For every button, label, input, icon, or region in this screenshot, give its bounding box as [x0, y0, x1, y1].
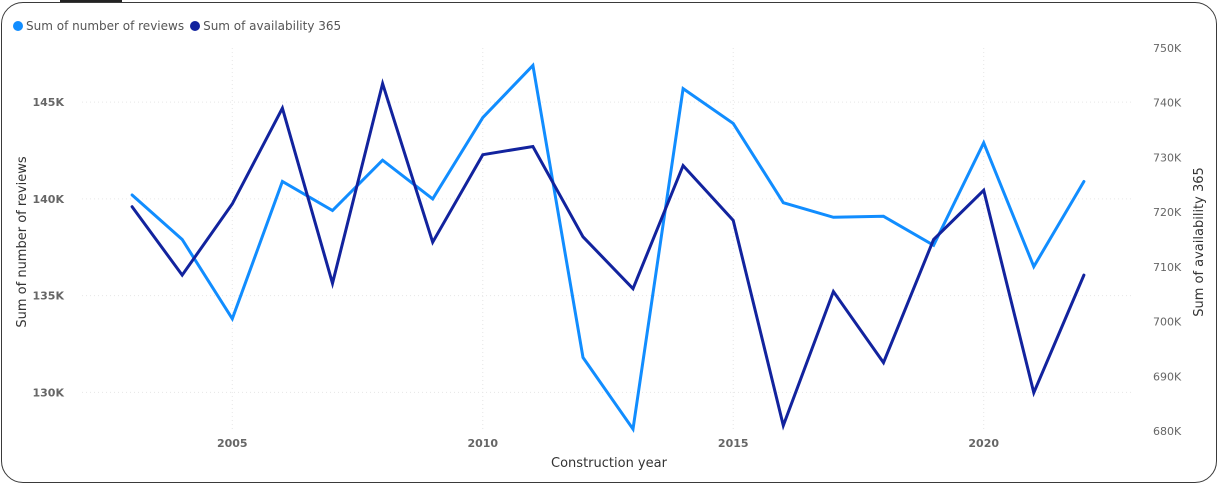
- y-right-tick-label-4: 720K: [1153, 206, 1182, 219]
- data-point-availability-2014: [681, 164, 685, 168]
- data-point-reviews-2022: [1082, 179, 1086, 183]
- series-lines: [130, 62, 1086, 434]
- data-point-availability-2008: [381, 82, 385, 86]
- x-tick-label-0: 2005: [217, 437, 248, 450]
- legend-label-availability: Sum of availability 365: [203, 19, 342, 33]
- data-point-reviews-2015: [731, 121, 735, 125]
- series-line-availability: [130, 78, 1086, 431]
- x-tick-label-1: 2010: [467, 437, 498, 450]
- legend-dot-reviews: [13, 21, 23, 31]
- data-point-availability-2011: [531, 144, 535, 148]
- data-point-reviews-2020: [982, 141, 986, 145]
- data-point-availability-2012: [581, 235, 585, 239]
- y-left-tick-label-3: 145K: [33, 96, 65, 109]
- data-point-availability-2021: [1032, 391, 1036, 395]
- x-tick-label-3: 2020: [968, 437, 999, 450]
- y-right-tick-label-7: 750K: [1153, 42, 1182, 55]
- x-axis-title: Construction year: [551, 456, 668, 471]
- data-point-reviews-2017: [831, 215, 835, 219]
- data-point-availability-2004: [180, 273, 184, 277]
- data-point-reviews-2011: [531, 63, 535, 67]
- data-point-availability-2003: [130, 205, 134, 209]
- data-point-availability-2020: [982, 188, 986, 192]
- data-point-availability-2018: [882, 361, 886, 365]
- data-point-availability-2019: [932, 238, 936, 242]
- data-point-availability-2016: [781, 424, 785, 428]
- data-point-reviews-2004: [180, 238, 184, 242]
- data-point-reviews-2014: [681, 87, 685, 91]
- legend-item-reviews[interactable]: Sum of number of reviews: [13, 19, 184, 33]
- series-line-reviews: [130, 62, 1086, 434]
- data-point-reviews-2012: [581, 355, 585, 359]
- data-point-reviews-2010: [481, 116, 485, 120]
- legend-dot-availability: [190, 21, 201, 31]
- axes: 130K 135K 140K 145K 680K 690K 700K 710K 720K 730K…: [33, 42, 1182, 450]
- data-point-reviews-2003: [130, 193, 134, 197]
- y-right-tick-label-2: 700K: [1153, 316, 1182, 329]
- y-left-tick-label-2: 140K: [33, 193, 65, 206]
- data-point-availability-2005: [230, 202, 234, 206]
- data-point-reviews-2021: [1032, 265, 1036, 269]
- data-point-reviews-2016: [781, 201, 785, 205]
- y-right-tick-label-1: 690K: [1153, 370, 1182, 383]
- data-point-reviews-2009: [431, 197, 435, 201]
- data-point-reviews-2018: [882, 214, 886, 218]
- y-right-tick-label-3: 710K: [1153, 261, 1182, 274]
- data-point-reviews-2006: [280, 179, 284, 183]
- data-point-availability-2022: [1082, 273, 1086, 277]
- data-point-availability-2017: [831, 289, 835, 293]
- data-point-reviews-2007: [330, 208, 334, 212]
- gridlines: [82, 48, 1134, 431]
- y-axis-right-title: Sum of availability 365: [1192, 167, 1207, 317]
- legend-label-reviews: Sum of number of reviews: [26, 19, 185, 33]
- y-axis-left-title: Sum of number of reviews: [15, 156, 30, 327]
- data-point-availability-2013: [631, 287, 635, 291]
- y-right-tick-label-6: 740K: [1153, 97, 1182, 110]
- data-point-availability-2010: [481, 153, 485, 157]
- data-point-availability-2007: [330, 281, 334, 285]
- data-point-availability-2006: [280, 106, 284, 110]
- x-tick-label-2: 2015: [718, 437, 749, 450]
- data-point-reviews-2008: [381, 158, 385, 162]
- data-point-reviews-2013: [631, 427, 635, 431]
- chart-legend: Sum of number of reviews Sum of availabi…: [13, 19, 347, 33]
- y-left-tick-label-1: 135K: [33, 290, 65, 303]
- y-right-tick-label-0: 680K: [1153, 425, 1182, 438]
- header-underline: [60, 0, 122, 2]
- y-right-tick-label-5: 730K: [1153, 151, 1182, 164]
- data-point-availability-2009: [431, 240, 435, 244]
- data-point-reviews-2005: [230, 317, 234, 321]
- legend-item-availability[interactable]: Sum of availability 365: [190, 19, 341, 33]
- data-point-availability-2015: [731, 218, 735, 222]
- y-left-tick-label-0: 130K: [33, 386, 65, 399]
